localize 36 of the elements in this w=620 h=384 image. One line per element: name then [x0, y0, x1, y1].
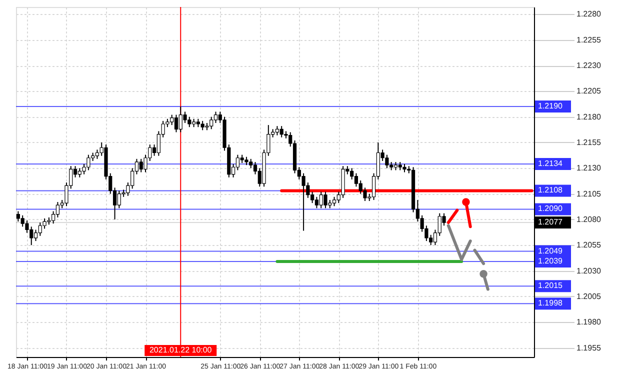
- candlestick: [95, 149, 100, 160]
- y-tick-label: 1.2055: [576, 240, 602, 250]
- y-tick-label: 1.2280: [576, 10, 602, 19]
- candlestick: [174, 114, 178, 133]
- candlestick: [42, 218, 46, 230]
- y-tick-label: 1.2005: [576, 292, 602, 301]
- candlestick: [314, 196, 319, 209]
- y-tick-label: 1.2155: [576, 138, 602, 147]
- candlestick: [214, 111, 218, 124]
- ref-line-label: 1.2077: [538, 218, 564, 227]
- ref-line-label: 1.2039: [538, 256, 564, 266]
- y-tick-label: 1.2180: [576, 112, 602, 122]
- ref-line-label: 1.2108: [538, 186, 564, 195]
- ref-line-label: 1.2134: [538, 159, 564, 168]
- y-tick-label: 1.2080: [576, 214, 602, 224]
- y-tick-label: 1.2130: [576, 164, 602, 173]
- candlestick: [34, 229, 38, 242]
- candlestick: [302, 172, 306, 232]
- candlestick: [56, 202, 60, 218]
- ref-line-label: 1.2090: [538, 204, 564, 214]
- ref-line-label: 1.2190: [538, 102, 564, 111]
- ref-line-label: 1.2015: [538, 281, 564, 290]
- x-tick-label: 2021.01.22 10:00: [149, 346, 212, 354]
- y-tick-label: 1.1980: [576, 318, 602, 327]
- y-tick-label: 1.2205: [576, 86, 602, 96]
- candlestick: [324, 191, 328, 209]
- y-tick-label: 1.2230: [576, 61, 602, 70]
- candlestick: [332, 196, 336, 207]
- candlestick: [363, 187, 367, 202]
- candlestick: [354, 172, 358, 188]
- ref-line-label: 1.2049: [538, 246, 564, 256]
- y-tick-label: 1.2105: [576, 189, 602, 198]
- y-tick-label: 1.1955: [576, 343, 602, 352]
- y-tick-label: 1.2255: [576, 35, 602, 44]
- ref-line-label: 1.1998: [538, 298, 564, 308]
- y-tick-label: 1.2030: [576, 266, 602, 276]
